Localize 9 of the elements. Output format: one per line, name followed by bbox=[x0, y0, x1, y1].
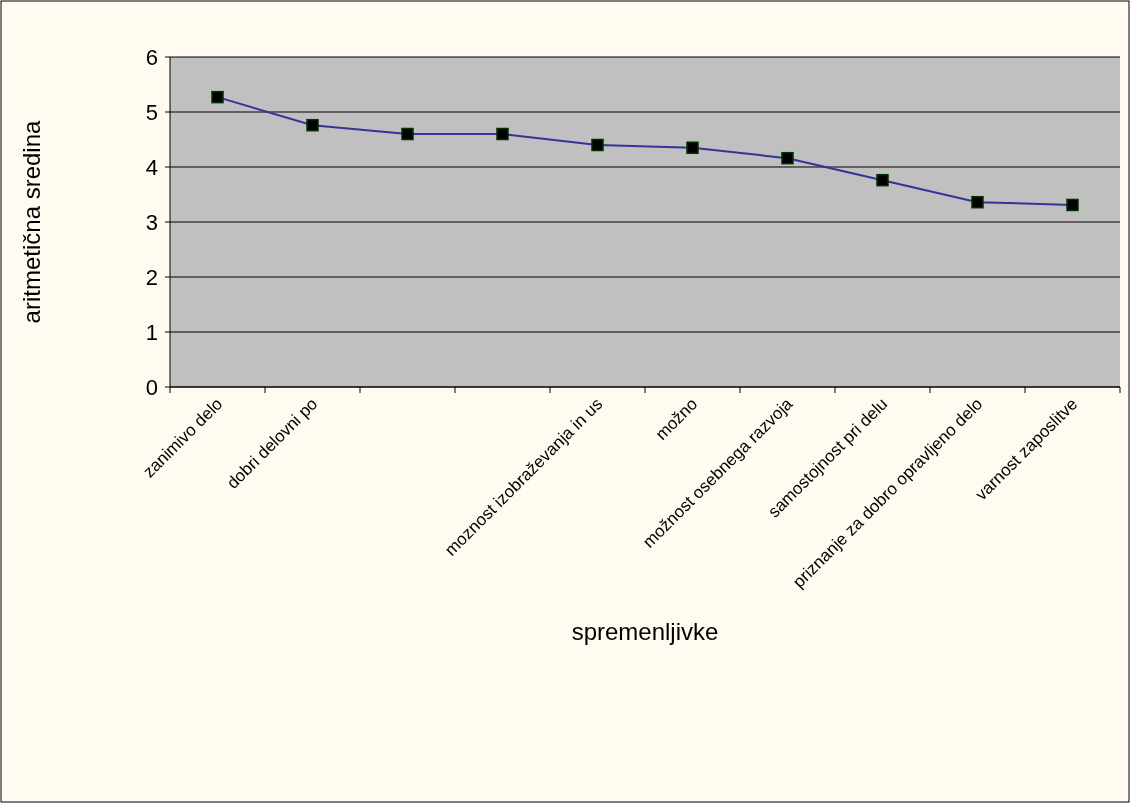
y-tick-label: 5 bbox=[145, 99, 158, 125]
y-tick-label: 6 bbox=[145, 44, 158, 70]
x-axis-title: spremenljivke bbox=[571, 618, 719, 645]
y-tick-label: 0 bbox=[145, 374, 158, 400]
y-tick-label: 2 bbox=[145, 264, 158, 290]
y-tick-label: 1 bbox=[145, 319, 158, 345]
y-tick-label: 3 bbox=[145, 209, 158, 235]
y-tick-label: 4 bbox=[145, 154, 158, 180]
y-axis-title: aritmetična sredina bbox=[18, 119, 45, 324]
